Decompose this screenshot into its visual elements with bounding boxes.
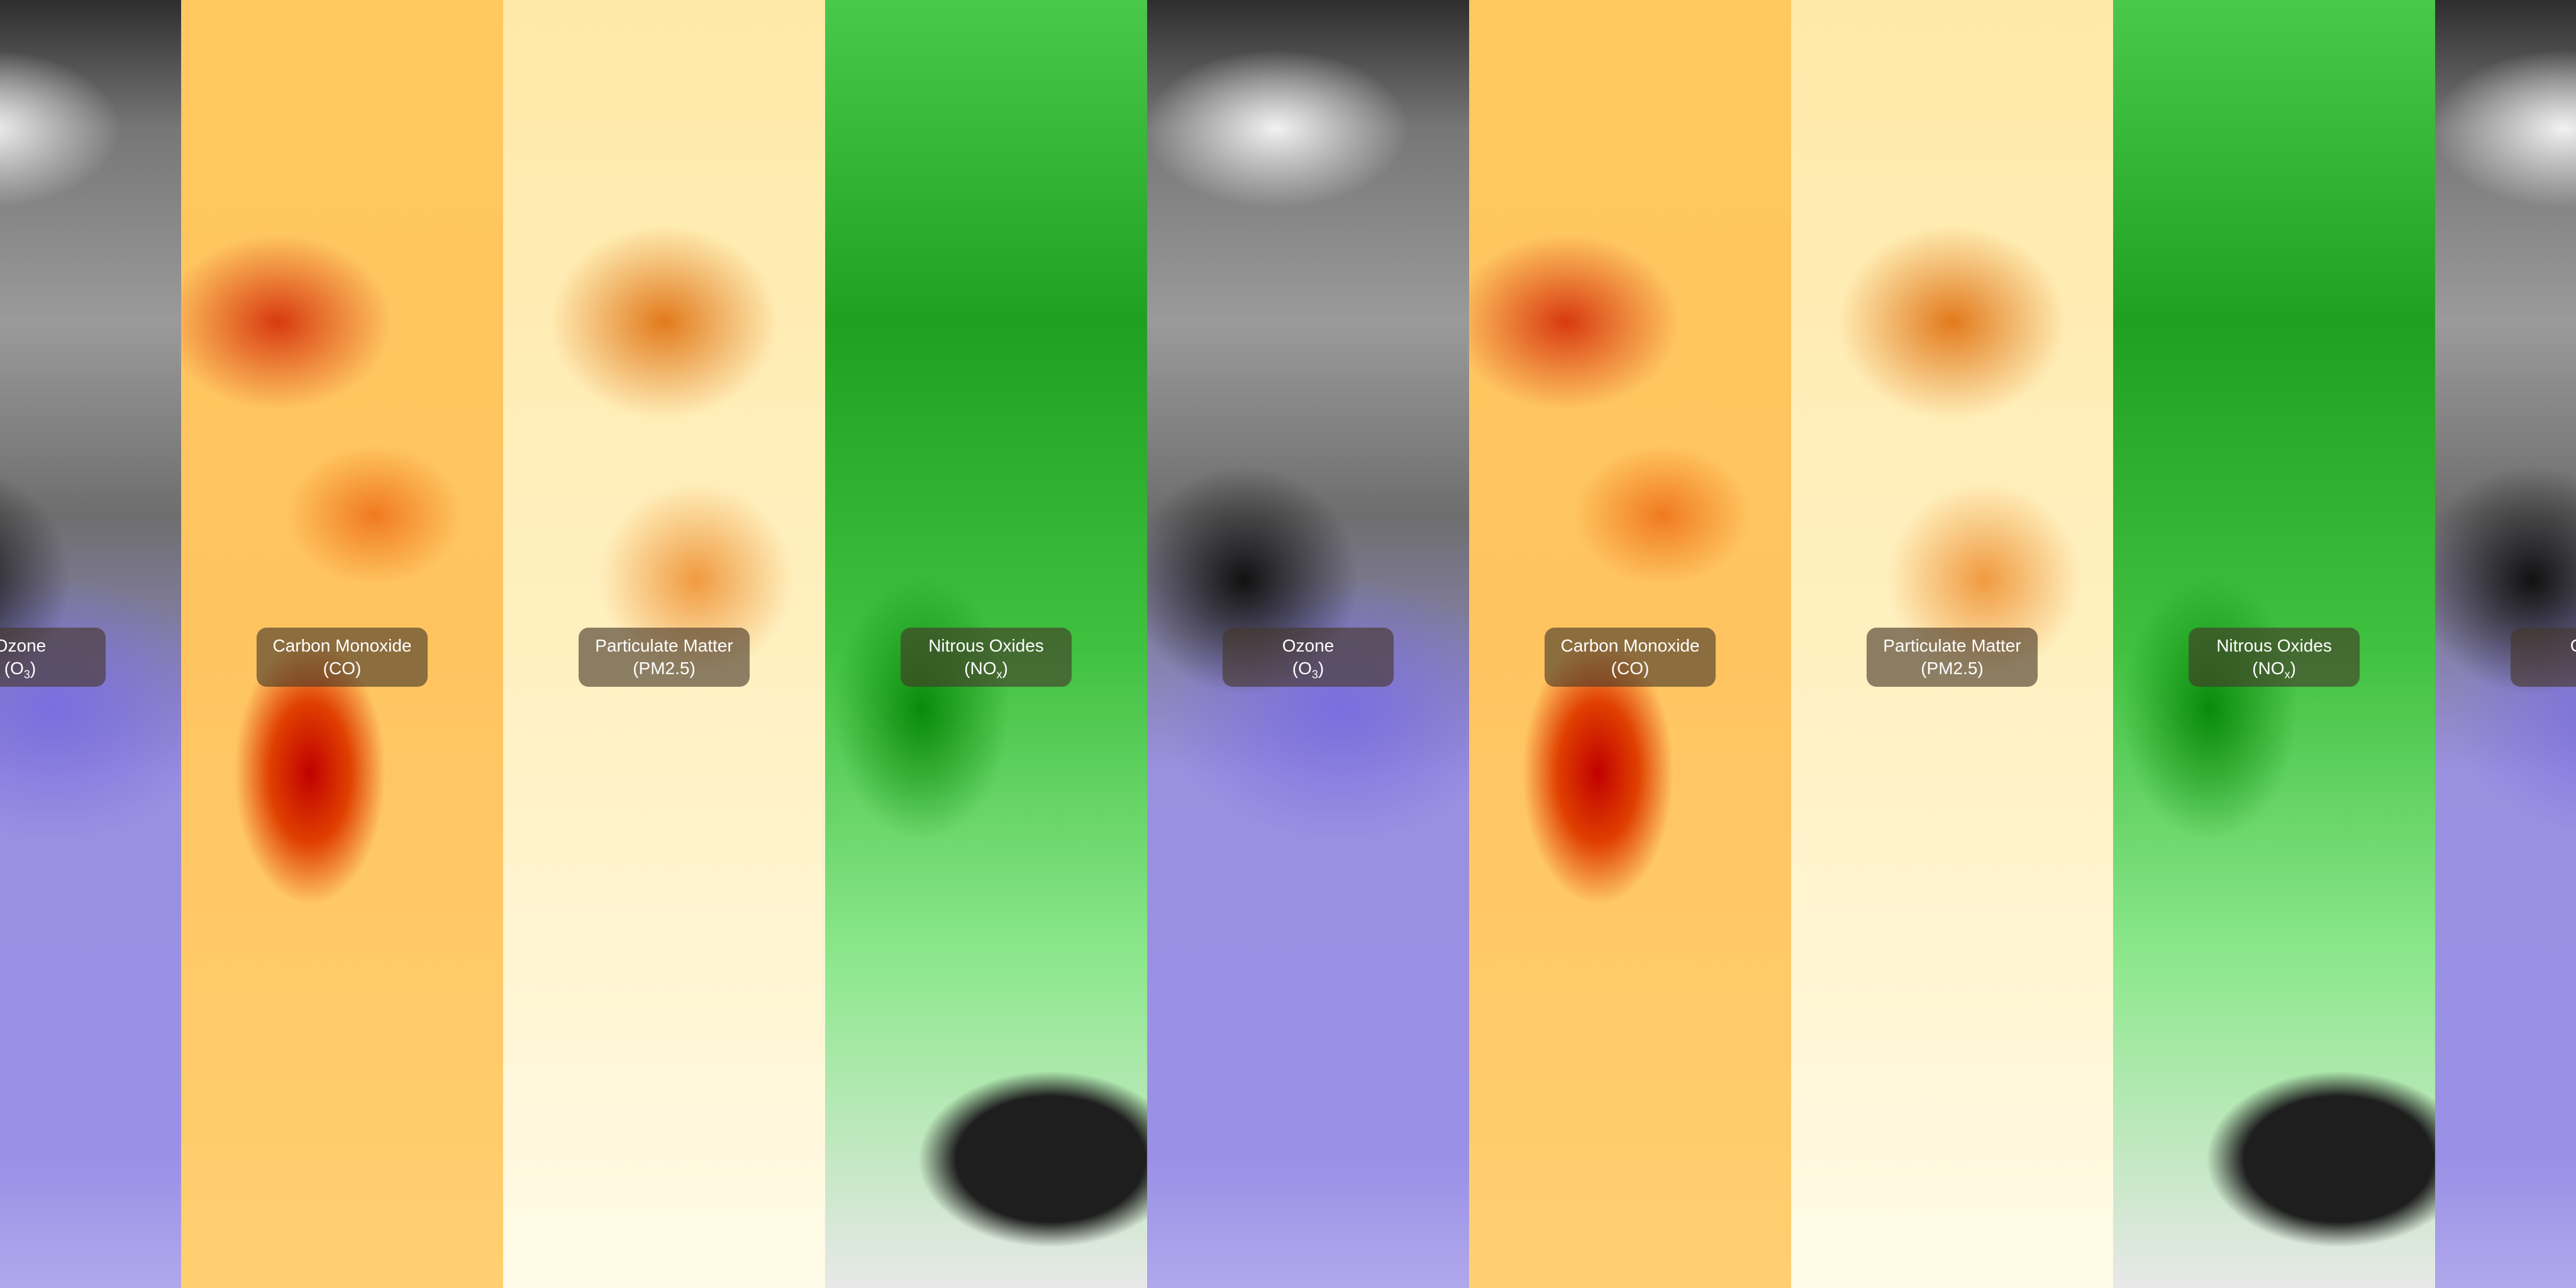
pollutant-name: Carbon Monoxide — [272, 636, 412, 655]
pollutant-label: Particulate Matter (PM2.5) — [1867, 628, 2038, 687]
formula-text: ) — [1318, 658, 1324, 678]
formula-subscript: 3 — [1311, 668, 1318, 681]
formula-text: (O — [1292, 658, 1312, 678]
pollutant-label: Nitrous Oxides (NOx) — [2189, 628, 2360, 687]
pollutant-formula: (CO) — [1611, 657, 1650, 680]
pollutant-formula: (O3) — [1292, 657, 1324, 680]
pollutant-name: Ozone — [1282, 636, 1335, 655]
formula-text: ) — [2290, 658, 2296, 678]
formula-subscript: 3 — [23, 668, 30, 681]
pollutant-label: Carbon Monoxide (CO) — [257, 628, 428, 687]
formula-text: (NO — [964, 658, 997, 678]
pollutant-formula: (CO) — [323, 657, 362, 680]
pollutant-label: Ozone(O3) — [2511, 628, 2576, 687]
pollutant-formula: (O3) — [4, 657, 36, 680]
formula-subscript: x — [996, 668, 1002, 681]
formula-text: (CO) — [1611, 658, 1650, 678]
formula-text: (PM2.5) — [1921, 658, 1984, 678]
pollutant-formula: (PM2.5) — [1921, 657, 1984, 680]
pollutant-label: Ozone (O3) — [0, 628, 106, 687]
pollutant-label: Carbon Monoxide (CO) — [1545, 628, 1716, 687]
formula-text: ) — [30, 658, 36, 678]
pollutant-label: Nitrous Oxides (NOx) — [901, 628, 1072, 687]
pollutant-formula: (NOx) — [964, 657, 1008, 680]
pollutant-name: Particulate Matter — [595, 636, 733, 655]
formula-text: ) — [1002, 658, 1008, 678]
formula-text: (CO) — [323, 658, 362, 678]
pollutant-label: Ozone (O3) — [1223, 628, 1394, 687]
formula-text: (O — [4, 658, 24, 678]
pollutant-formula: (PM2.5) — [633, 657, 696, 680]
formula-text: (NO — [2252, 658, 2285, 678]
pollutant-name: Carbon Monoxide — [1560, 636, 1700, 655]
pollutant-name: Ozone — [2570, 635, 2576, 657]
pollutant-formula: (NOx) — [2252, 657, 2296, 680]
pollutant-name: Ozone — [0, 636, 47, 655]
pollutant-name: Particulate Matter — [1883, 636, 2021, 655]
pollutant-name: Nitrous Oxides — [2216, 636, 2332, 655]
formula-text: (PM2.5) — [633, 658, 696, 678]
formula-subscript: x — [2284, 668, 2290, 681]
pollutant-name: Nitrous Oxides — [928, 636, 1044, 655]
pollutant-label: Particulate Matter (PM2.5) — [579, 628, 750, 687]
